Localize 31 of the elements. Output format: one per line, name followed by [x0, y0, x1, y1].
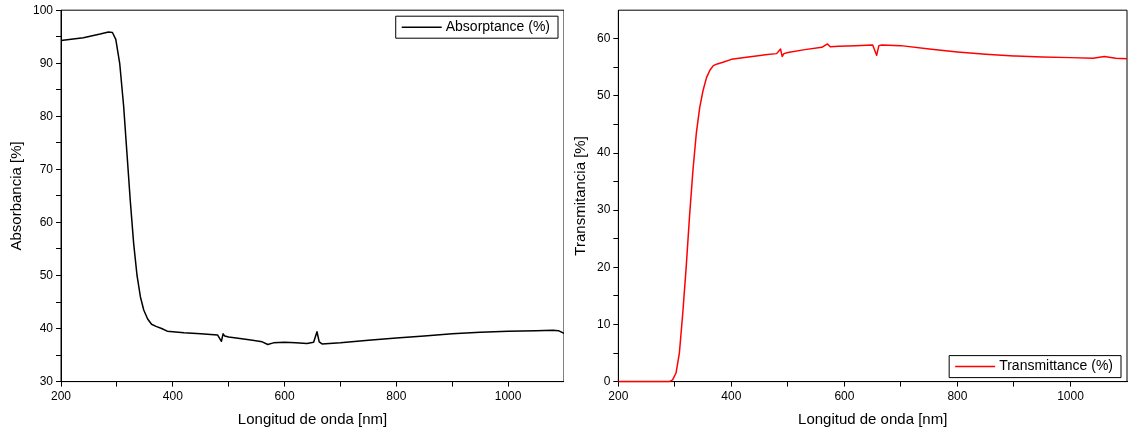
y-axis-title: Absorbancia [%]	[7, 141, 25, 251]
y-tick-label: 50	[596, 88, 611, 103]
x-axis-title: Longitud de onda [nm]	[237, 410, 388, 428]
x-tick-label: 400	[721, 389, 742, 404]
x-tick-label: 400	[162, 389, 184, 404]
y-tick-label: 30	[596, 202, 611, 217]
y-tick-label: 40	[596, 145, 611, 160]
y-tick-label: 60	[39, 214, 54, 229]
x-tick-label: 200	[608, 389, 629, 404]
legend-label: Transmittance (%)	[999, 357, 1113, 374]
x-tick-label: 800	[947, 389, 968, 404]
y-tick-label: 90	[39, 55, 54, 70]
y-tick-label: 70	[39, 161, 54, 176]
y-tick-label: 60	[596, 31, 611, 46]
x-tick-label: 600	[834, 389, 855, 404]
y-axis-title: Transmitancia [%]	[571, 136, 589, 256]
x-tick-label: 1000	[494, 389, 522, 404]
y-tick-label: 20	[596, 259, 611, 274]
x-tick-label: 800	[386, 389, 407, 404]
y-tick-label: 100	[32, 2, 54, 17]
y-tick-label: 0	[603, 373, 611, 388]
x-tick-label: 600	[274, 389, 295, 404]
y-tick-label: 30	[39, 373, 54, 388]
y-tick-label: 50	[39, 267, 54, 282]
y-tick-label: 10	[596, 316, 611, 331]
x-tick-label: 1000	[1057, 389, 1085, 404]
y-tick-label: 80	[39, 108, 54, 123]
x-axis-title: Longitud de onda [nm]	[798, 410, 948, 428]
x-tick-label: 200	[51, 389, 72, 404]
legend-label: Absorptance (%)	[445, 18, 551, 35]
y-tick-label: 40	[39, 320, 54, 335]
